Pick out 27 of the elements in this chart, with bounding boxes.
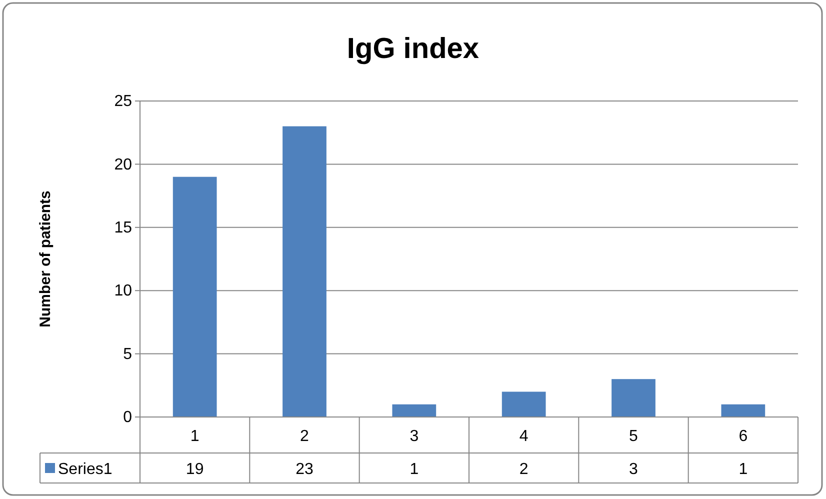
data-label: 1 bbox=[410, 461, 419, 478]
bar bbox=[392, 404, 436, 417]
x-tick-label: 1 bbox=[190, 428, 200, 445]
y-tick-label: 10 bbox=[114, 282, 132, 300]
data-label: 2 bbox=[519, 461, 528, 478]
bar bbox=[172, 176, 217, 417]
data-label: 3 bbox=[629, 461, 638, 478]
x-tick-label: 5 bbox=[629, 428, 638, 445]
legend-label: Series1 bbox=[58, 461, 112, 478]
x-tick-label: 4 bbox=[519, 428, 528, 445]
y-axis-title: Number of patients bbox=[37, 190, 54, 328]
x-tick-label: 6 bbox=[738, 428, 748, 445]
bar bbox=[721, 404, 766, 417]
bar bbox=[612, 379, 656, 417]
data-label: 23 bbox=[296, 461, 314, 478]
y-tick-label: 25 bbox=[114, 93, 132, 110]
bar bbox=[502, 392, 546, 417]
y-tick-label: 0 bbox=[123, 409, 132, 426]
x-tick-label: 3 bbox=[410, 428, 419, 445]
y-tick-label: 5 bbox=[123, 346, 132, 363]
data-label: 19 bbox=[186, 461, 204, 478]
y-tick-label: 20 bbox=[114, 156, 132, 174]
y-tick-label: 15 bbox=[114, 220, 132, 237]
bar bbox=[282, 126, 326, 417]
x-tick-label: 2 bbox=[300, 428, 310, 445]
chart-title: IgG index bbox=[346, 33, 480, 65]
data-label: 1 bbox=[738, 461, 748, 478]
